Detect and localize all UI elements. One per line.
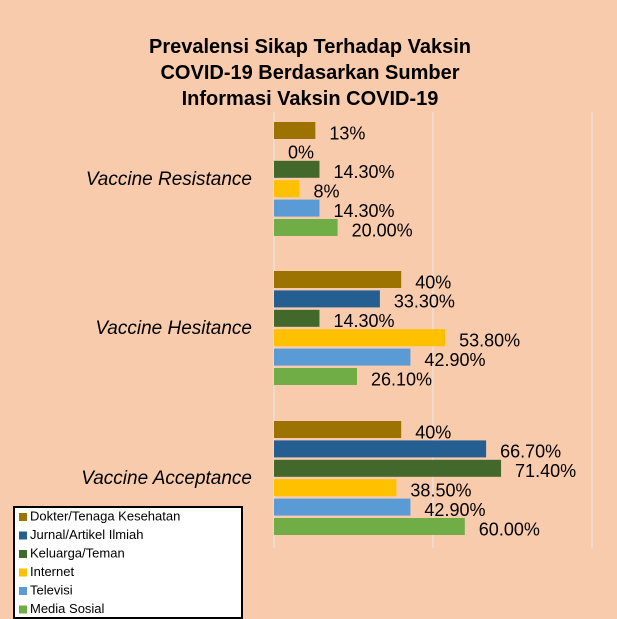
value-label: 14.30% xyxy=(333,162,394,182)
bar xyxy=(274,180,300,198)
legend-label: Keluarga/Teman xyxy=(30,545,125,560)
value-label: 33.30% xyxy=(394,292,455,312)
bar xyxy=(274,199,320,217)
bar xyxy=(274,459,502,477)
bar xyxy=(274,290,380,308)
value-label: 42.90% xyxy=(424,350,485,370)
legend-label: Jurnal/Artikel Ilmiah xyxy=(30,527,143,542)
value-label: 53.80% xyxy=(459,330,520,350)
category-label: Vaccine Acceptance xyxy=(81,468,252,489)
bar xyxy=(274,421,402,438)
value-label: 66.70% xyxy=(500,442,561,462)
bar xyxy=(274,368,357,385)
bar xyxy=(274,518,465,535)
legend-box xyxy=(13,506,243,619)
legend-swatch xyxy=(19,605,27,614)
value-label: 38.50% xyxy=(410,480,471,500)
value-label: 14.30% xyxy=(333,201,394,221)
legend-swatch xyxy=(19,587,27,595)
bar xyxy=(274,219,338,236)
value-label: 42.90% xyxy=(424,500,485,520)
value-label: 13% xyxy=(329,123,365,143)
bar xyxy=(274,122,316,139)
bar xyxy=(274,440,487,458)
legend-label: Internet xyxy=(30,564,74,579)
bar xyxy=(274,348,411,366)
value-label: 8% xyxy=(313,181,339,201)
bar xyxy=(274,160,320,178)
legend-label: Dokter/Tenaga Kesehatan xyxy=(30,508,180,523)
legend-swatch xyxy=(19,550,27,558)
bar xyxy=(274,329,446,347)
legend-label: Media Sosial xyxy=(30,601,105,616)
bar xyxy=(274,498,411,516)
bar xyxy=(274,271,402,288)
legend-label: Televisi xyxy=(30,582,73,597)
value-label: 60.00% xyxy=(479,519,540,539)
bar xyxy=(274,479,397,497)
value-label: 40% xyxy=(415,272,451,292)
legend-swatch xyxy=(19,568,27,577)
value-label: 40% xyxy=(415,422,451,442)
value-label: 14.30% xyxy=(333,311,394,331)
value-label: 71.40% xyxy=(515,461,576,481)
value-label: 26.10% xyxy=(371,369,432,389)
legend-swatch xyxy=(19,513,27,521)
chart-title: Prevalensi Sikap Terhadap Vaksin COVID-19… xyxy=(149,36,471,110)
legend-swatch xyxy=(19,531,27,540)
category-label: Vaccine Hesitance xyxy=(95,318,252,339)
value-label: 0% xyxy=(288,143,314,163)
bar xyxy=(274,309,320,327)
category-label: Vaccine Resistance xyxy=(86,169,252,190)
value-label: 20.00% xyxy=(352,220,413,240)
